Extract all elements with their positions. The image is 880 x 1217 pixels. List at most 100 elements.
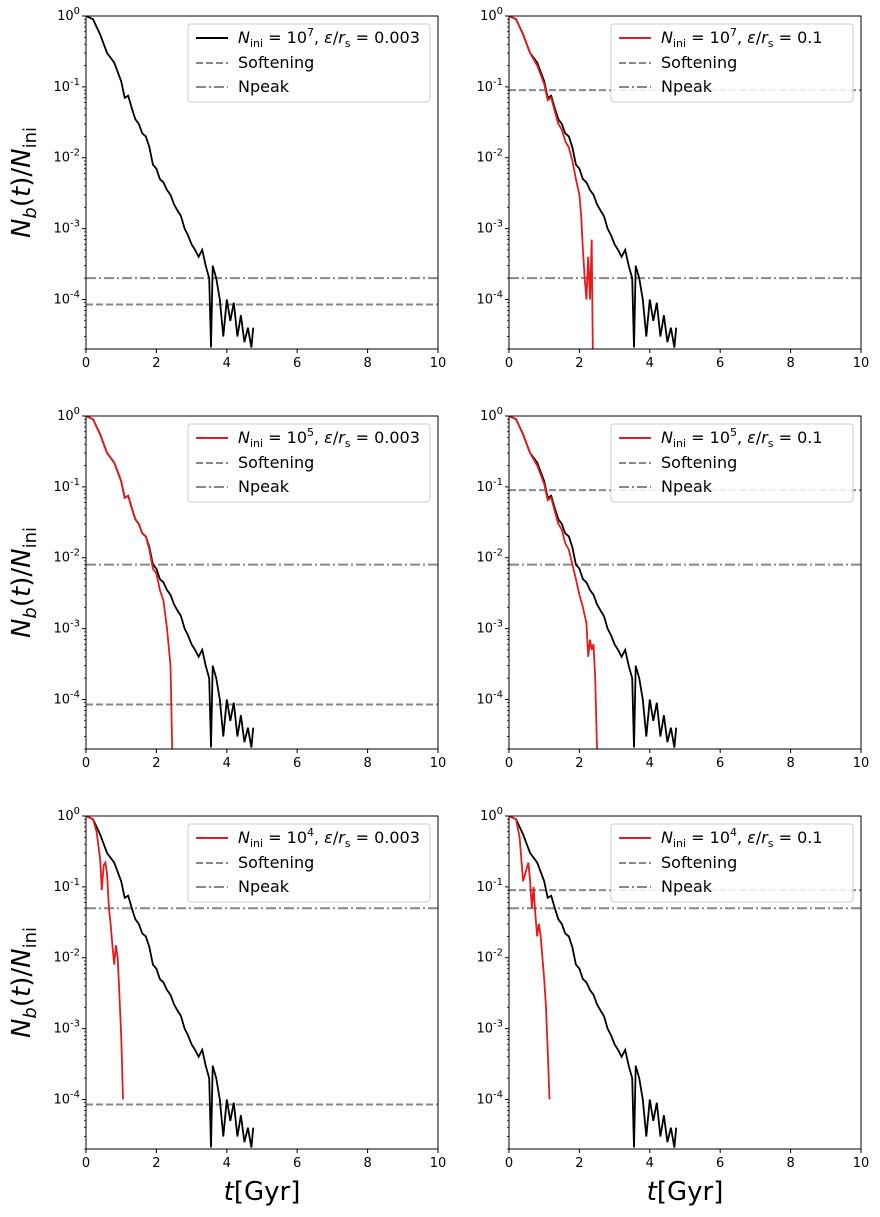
x-tick-label: 8	[786, 356, 794, 371]
y-tick-label: 10-3	[476, 619, 503, 637]
y-tick-label: 10-2	[53, 548, 80, 566]
y-tick-label: 100	[57, 806, 80, 824]
y-tick-label: 100	[57, 406, 80, 424]
plot-frame	[508, 15, 862, 350]
x-tick-label: 4	[223, 1156, 231, 1171]
x-tick-label: 6	[293, 1156, 301, 1171]
y-tick-label: 10-1	[476, 877, 503, 895]
y-tick-label: 10-2	[53, 148, 80, 166]
y-tick-label: 10-1	[53, 477, 80, 495]
x-tick-label: 8	[786, 756, 794, 771]
run-series-line	[509, 16, 594, 349]
y-axis-title: Nb(t)/Nini	[7, 127, 41, 238]
y-tick-label: 10-3	[53, 219, 80, 237]
reference-series-line	[509, 816, 678, 1148]
y-tick-label: 10-2	[476, 148, 503, 166]
legend-npeak-label: Npeak	[238, 877, 290, 896]
x-tick-label: 4	[646, 756, 654, 771]
y-tick-label: 10-2	[53, 948, 80, 966]
legend-softening-label: Softening	[661, 53, 737, 72]
reference-series-line	[86, 816, 255, 1148]
y-tick-label: 10-4	[53, 1089, 80, 1107]
y-axis-title: Nb(t)/Nini	[7, 527, 41, 638]
legend-npeak-label: Npeak	[238, 77, 290, 96]
legend-softening-label: Softening	[238, 53, 314, 72]
legend-npeak-label: Npeak	[661, 877, 713, 896]
panel-6: 0 2 4 6 8 10 10-4 10-3 10-2 10-1 100 Nini = 104, ε/…	[476, 806, 869, 1171]
x-tick-label: 2	[152, 1156, 160, 1171]
x-tick-label: 0	[505, 1156, 513, 1171]
x-tick-label: 4	[646, 1156, 654, 1171]
legend-series-label: Nini = 107, ε/rs = 0.003	[238, 26, 420, 50]
y-tick-label: 10-3	[53, 619, 80, 637]
y-tick-label: 10-3	[476, 219, 503, 237]
y-tick-label: 100	[480, 6, 503, 24]
x-tick-label: 6	[716, 756, 724, 771]
legend-series-label: Nini = 105, ε/rs = 0.1	[661, 426, 823, 450]
y-tick-label: 10-1	[53, 77, 80, 95]
y-tick-label: 10-3	[53, 1019, 80, 1037]
plot-frame	[508, 415, 862, 750]
panel-1: 0 2 4 6 8 10 10-4 10-3 10-2 10-1 100 Nini = 107, ε/…	[53, 6, 446, 371]
legend-softening-label: Softening	[661, 453, 737, 472]
y-tick-label: 10-2	[476, 548, 503, 566]
panel-2: 0 2 4 6 8 10 10-4 10-3 10-2 10-1 100 Nini = 107, ε/…	[476, 6, 869, 371]
plot-frame	[85, 15, 439, 350]
legend: Nini = 105, ε/rs = 0.003 Softening Npeak	[187, 423, 431, 503]
legend-series-label: Nini = 104, ε/rs = 0.003	[238, 826, 420, 850]
y-tick-label: 10-4	[53, 289, 80, 307]
x-axis-title: t[Gyr]	[224, 1177, 301, 1207]
legend: Nini = 104, ε/rs = 0.003 Softening Npeak	[187, 823, 431, 903]
run-series-line	[86, 416, 174, 749]
x-tick-label: 0	[82, 756, 90, 771]
legend-box	[610, 23, 854, 103]
y-tick-label: 10-1	[476, 477, 503, 495]
y-tick-label: 10-1	[476, 77, 503, 95]
x-tick-label: 10	[430, 1156, 447, 1171]
run-series-line	[509, 416, 598, 749]
legend: Nini = 105, ε/rs = 0.1 Softening Npeak	[610, 423, 854, 503]
x-tick-label: 6	[293, 356, 301, 371]
legend-box	[187, 823, 431, 903]
x-tick-label: 8	[363, 356, 371, 371]
plot-frame	[508, 815, 862, 1150]
legend-series-label: Nini = 104, ε/rs = 0.1	[661, 826, 823, 850]
x-tick-label: 2	[152, 756, 160, 771]
legend-box	[187, 23, 431, 103]
y-tick-label: 10-3	[476, 1019, 503, 1037]
legend-series-label: Nini = 107, ε/rs = 0.1	[661, 26, 823, 50]
y-axis-title: Nb(t)/Nini	[7, 927, 41, 1038]
x-tick-label: 10	[853, 756, 870, 771]
legend-box	[610, 423, 854, 503]
y-tick-label: 100	[480, 806, 503, 824]
y-tick-label: 10-4	[53, 689, 80, 707]
x-tick-label: 2	[575, 756, 583, 771]
x-tick-label: 10	[430, 756, 447, 771]
y-tick-label: 10-4	[476, 689, 503, 707]
legend-npeak-label: Npeak	[238, 477, 290, 496]
legend: Nini = 107, ε/rs = 0.1 Softening Npeak	[610, 23, 854, 103]
x-tick-label: 10	[430, 356, 447, 371]
legend-series-label: Nini = 105, ε/rs = 0.003	[238, 426, 420, 450]
y-tick-label: 10-1	[53, 877, 80, 895]
legend-npeak-label: Npeak	[661, 77, 713, 96]
x-tick-label: 0	[82, 356, 90, 371]
x-tick-label: 8	[363, 1156, 371, 1171]
panel-3: 0 2 4 6 8 10 10-4 10-3 10-2 10-1 100 Nini = 105, ε/…	[53, 406, 446, 771]
x-tick-label: 6	[293, 756, 301, 771]
x-tick-label: 10	[853, 1156, 870, 1171]
legend-softening-label: Softening	[661, 853, 737, 872]
x-tick-label: 0	[82, 1156, 90, 1171]
plot-frame	[85, 815, 439, 1150]
x-tick-label: 4	[223, 756, 231, 771]
legend-npeak-label: Npeak	[661, 477, 713, 496]
y-tick-label: 100	[480, 406, 503, 424]
y-tick-label: 10-2	[476, 948, 503, 966]
x-tick-label: 2	[575, 356, 583, 371]
x-axis-title: t[Gyr]	[647, 1177, 724, 1207]
x-tick-label: 4	[646, 356, 654, 371]
plot-frame	[85, 415, 439, 750]
reference-series-line	[86, 16, 255, 348]
x-tick-label: 2	[152, 356, 160, 371]
